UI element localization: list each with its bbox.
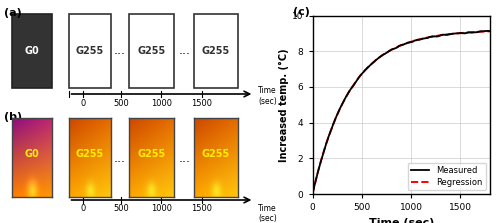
Text: ...: ...	[178, 45, 190, 58]
Measured	[390, 48, 396, 50]
Regression	[414, 39, 420, 41]
Regression	[390, 48, 396, 50]
Text: 1000: 1000	[151, 99, 172, 108]
Legend: Measured, Regression: Measured, Regression	[408, 163, 486, 190]
Text: 1500: 1500	[192, 99, 212, 108]
X-axis label: Time (sec): Time (sec)	[368, 218, 434, 223]
Y-axis label: Increased temp. (°C): Increased temp. (°C)	[279, 48, 289, 162]
Text: (c): (c)	[292, 7, 310, 17]
Bar	[68, 14, 111, 88]
Text: 500: 500	[113, 99, 129, 108]
Bar	[194, 14, 238, 88]
Regression	[487, 30, 493, 33]
Measured	[487, 30, 493, 33]
Text: 0: 0	[80, 99, 86, 108]
Text: G255: G255	[137, 46, 166, 56]
Measured	[484, 30, 490, 32]
Text: G0: G0	[25, 149, 40, 159]
Regression	[355, 77, 361, 80]
Text: Time
(sec): Time (sec)	[258, 204, 277, 223]
Text: (b): (b)	[4, 112, 22, 122]
Text: 0: 0	[80, 204, 86, 213]
Measured	[428, 35, 434, 38]
Regression	[428, 35, 434, 38]
Regression	[341, 99, 347, 102]
Text: 1500: 1500	[192, 204, 212, 213]
Line: Measured: Measured	[312, 31, 490, 194]
Text: Time
(sec): Time (sec)	[258, 86, 277, 106]
Line: Regression: Regression	[312, 31, 490, 194]
Bar	[129, 14, 174, 88]
Text: 1000: 1000	[151, 204, 172, 213]
Bar	[12, 14, 52, 88]
Measured	[355, 77, 361, 80]
Text: G255: G255	[137, 149, 166, 159]
Measured	[310, 193, 316, 195]
Measured	[414, 39, 420, 41]
Measured	[443, 33, 449, 36]
Text: G255: G255	[202, 149, 230, 159]
Text: G255: G255	[202, 46, 230, 56]
Text: (a): (a)	[4, 8, 22, 18]
Regression	[443, 33, 449, 36]
Text: 500: 500	[113, 204, 129, 213]
Text: G255: G255	[76, 46, 104, 56]
Measured	[341, 99, 347, 102]
Text: G0: G0	[25, 46, 40, 56]
Text: ...: ...	[114, 45, 126, 58]
Regression	[310, 193, 316, 195]
Text: ...: ...	[178, 151, 190, 165]
Text: ...: ...	[114, 151, 126, 165]
Text: G255: G255	[76, 149, 104, 159]
